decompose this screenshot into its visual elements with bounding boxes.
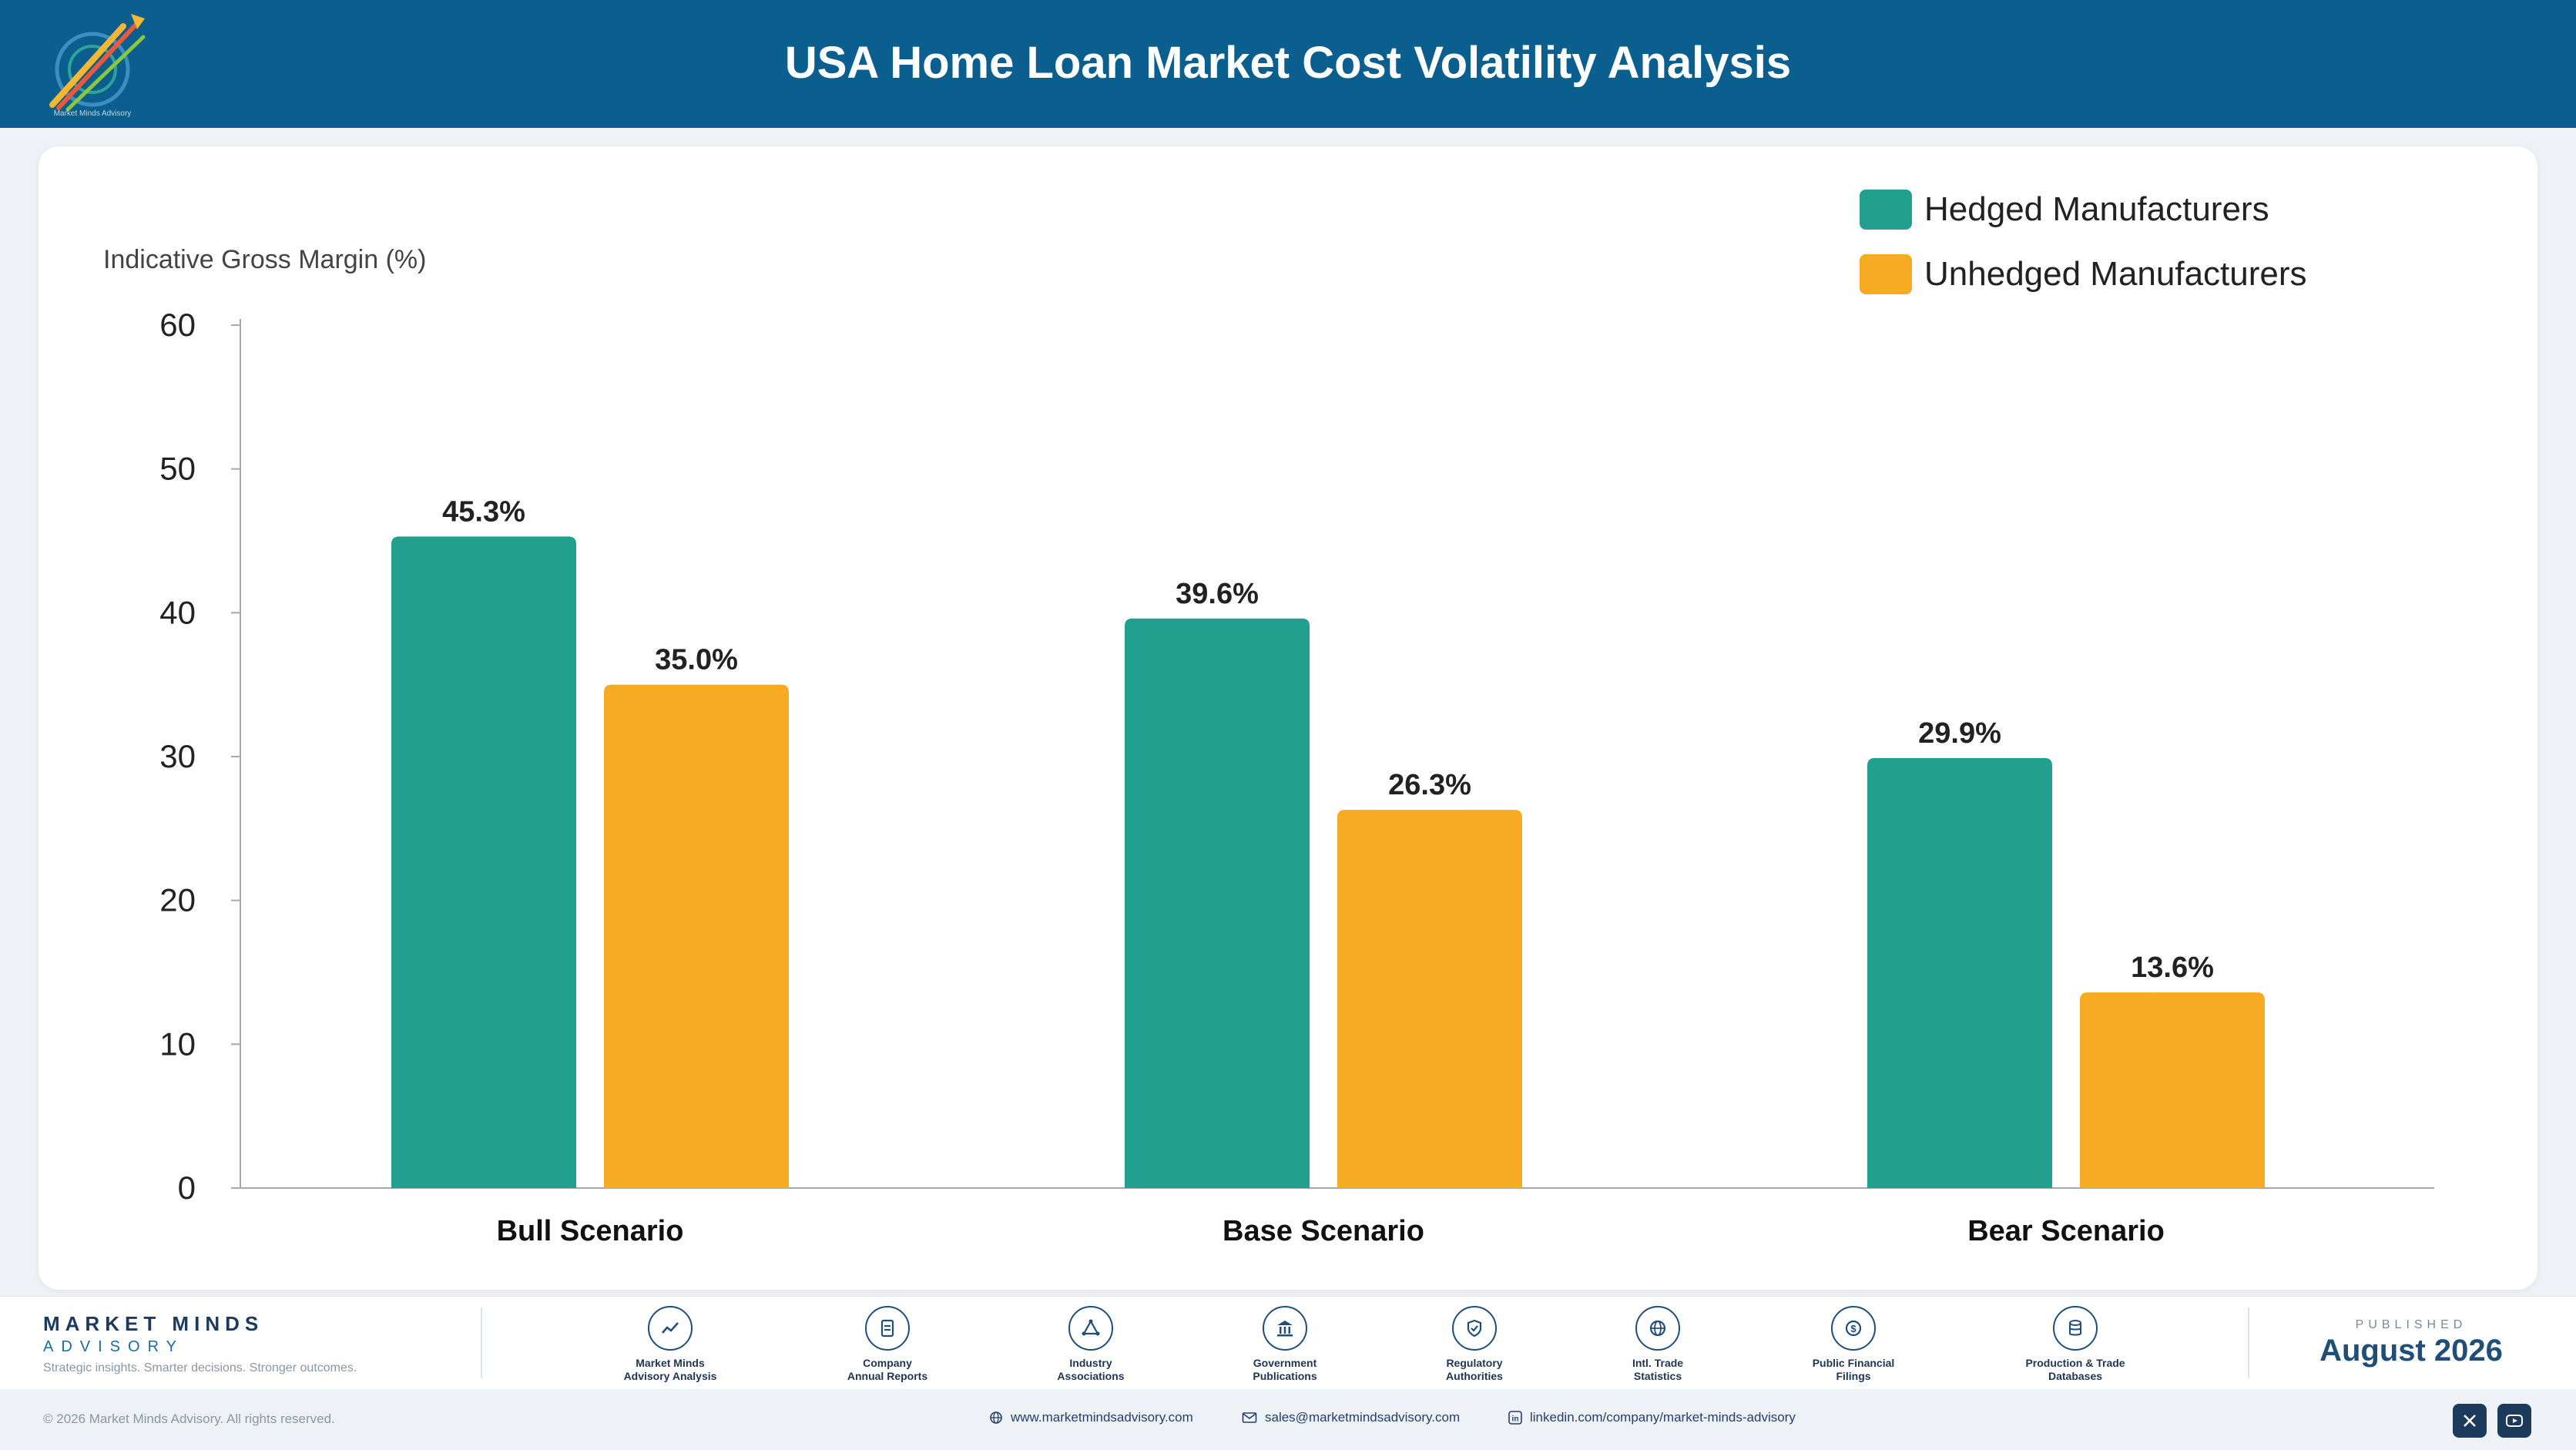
source-industry-associations: Industry Associations (1014, 1306, 1168, 1383)
header-bar: Market Minds Advisory USA Home Loan Mark… (0, 0, 2576, 128)
source-trade-statistics: Intl. Trade Statistics (1581, 1306, 1735, 1383)
source-label: Public Financial Filings (1812, 1357, 1895, 1382)
x-tick-label: Base Scenario (1223, 1215, 1424, 1247)
published-label: PUBLISHED (2355, 1318, 2467, 1331)
source-label: Production & Trade Databases (2025, 1357, 2125, 1382)
youtube-social-button[interactable] (2497, 1404, 2531, 1438)
data-label: 35.0% (655, 644, 738, 676)
bar-unhedged (1337, 810, 1522, 1188)
database-icon (2053, 1306, 2098, 1351)
footer: MARKET MINDS ADVISORY Strategic insights… (0, 1296, 2576, 1389)
data-label: 13.6% (2131, 952, 2214, 984)
email-text: sales@marketmindsadvisory.com (1265, 1410, 1461, 1425)
shield-check-icon (1452, 1306, 1497, 1351)
document-icon (865, 1306, 910, 1351)
email-link[interactable]: sales@marketmindsadvisory.com (1242, 1410, 1460, 1425)
youtube-icon (2506, 1415, 2523, 1427)
legend-label: Hedged Manufacturers (1924, 190, 2269, 228)
data-label: 26.3% (1388, 769, 1471, 801)
globe-icon (1635, 1306, 1680, 1351)
source-annual-reports: Company Annual Reports (810, 1306, 964, 1383)
linkedin-link[interactable]: in linkedin.com/company/market-minds-adv… (1508, 1410, 1796, 1425)
network-icon (1068, 1306, 1113, 1351)
government-building-icon (1263, 1306, 1307, 1351)
logo-icon (49, 14, 146, 112)
source-label: Government Publications (1253, 1357, 1317, 1382)
dollar-coin-icon: $ (1831, 1306, 1876, 1351)
source-label: Regulatory Authorities (1446, 1357, 1503, 1382)
source-label: Industry Associations (1057, 1357, 1125, 1382)
x-tick-label: Bull Scenario (497, 1215, 684, 1247)
data-label: 39.6% (1176, 578, 1259, 610)
website-text: www.marketmindsadvisory.com (1011, 1410, 1193, 1425)
footer-divider (2248, 1307, 2249, 1378)
source-financial-filings: $ Public Financial Filings (1776, 1306, 1930, 1383)
source-government-publications: Government Publications (1208, 1306, 1362, 1383)
page-title: USA Home Loan Market Cost Volatility Ana… (784, 38, 1792, 88)
source-label: Company Annual Reports (847, 1357, 928, 1382)
svg-text:in: in (1512, 1415, 1519, 1424)
bar-hedged (1867, 757, 2052, 1188)
footer-divider (481, 1307, 482, 1378)
bar-hedged (1125, 618, 1310, 1188)
source-trade-databases: Production & Trade Databases (1998, 1306, 2152, 1383)
data-label: 45.3% (442, 495, 525, 528)
brand-name: MARKET MINDS (43, 1312, 264, 1335)
logo-caption: Market Minds Advisory (53, 109, 132, 118)
globe-icon (990, 1411, 1002, 1424)
y-axis-label: Indicative Gross Margin (%) (103, 245, 426, 274)
linkedin-icon: in (1508, 1411, 1522, 1425)
chart-card: Indicative Gross Margin (%) 0 10 20 30 40 50 60… (39, 146, 2537, 1290)
linkedin-text: linkedin.com/company/market-minds-adviso… (1530, 1410, 1796, 1425)
bar-hedged (391, 536, 576, 1188)
y-tick-label: 60 (159, 307, 196, 343)
y-tick-label: 50 (159, 451, 196, 487)
svg-text:$: $ (1850, 1323, 1857, 1334)
y-tick-label: 30 (159, 738, 196, 774)
source-label: Intl. Trade Statistics (1632, 1357, 1684, 1382)
legend-swatch (1860, 190, 1912, 230)
data-label: 29.9% (1918, 717, 2001, 750)
brand-tagline: Strategic insights. Smarter decisions. S… (43, 1361, 357, 1374)
published-date: August 2026 (2319, 1334, 2503, 1368)
x-social-button[interactable] (2453, 1404, 2487, 1438)
y-tick-label: 40 (159, 594, 196, 630)
y-tick-label: 10 (159, 1025, 196, 1062)
source-label: Market Minds Advisory Analysis (623, 1357, 717, 1382)
y-tick-label: 0 (178, 1170, 196, 1206)
bar-chart: Indicative Gross Margin (%) 0 10 20 30 40 50 60… (103, 190, 2434, 1247)
legend-label: Unhedged Manufacturers (1924, 255, 2307, 293)
bottom-bar: © 2026 Market Minds Advisory. All rights… (0, 1390, 2576, 1450)
legend-swatch (1860, 254, 1912, 294)
bar-unhedged (2080, 992, 2265, 1188)
bar-unhedged (604, 684, 789, 1188)
x-tick-label: Bear Scenario (1967, 1215, 2165, 1247)
source-market-minds: Market Minds Advisory Analysis (593, 1306, 747, 1383)
mail-icon (1242, 1412, 1257, 1423)
y-tick-label: 20 (159, 882, 196, 918)
copyright-text: © 2026 Market Minds Advisory. All rights… (43, 1411, 335, 1426)
trend-chart-icon (648, 1306, 693, 1351)
brand-subtitle: ADVISORY (43, 1338, 184, 1355)
x-logo-icon (2464, 1415, 2476, 1427)
source-regulatory-authorities: Regulatory Authorities (1397, 1306, 1551, 1383)
website-link[interactable]: www.marketmindsadvisory.com (989, 1410, 1193, 1425)
